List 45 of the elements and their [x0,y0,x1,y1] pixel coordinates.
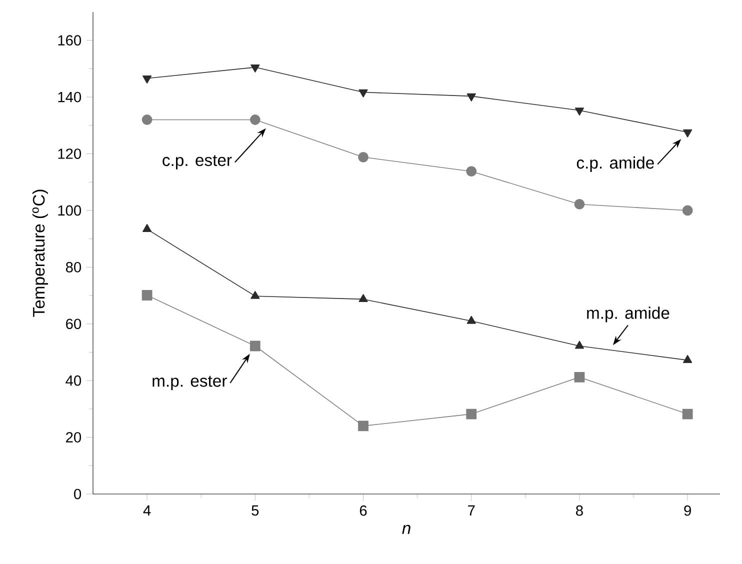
point [358,294,368,302]
point [250,290,260,299]
point [683,354,692,363]
x-tick-label: 5 [252,505,259,516]
point [466,93,476,102]
y-axis-title: Temperature ($^{o}$C) [32,190,48,317]
y-tick-label: 160 [58,35,82,46]
point [466,166,477,177]
x-tick-label: 7 [468,505,475,516]
point [142,290,152,300]
point [142,114,152,125]
x-tick-label: 8 [576,505,583,516]
x-axis-title: n [402,524,410,534]
y-tick-label: 60 [66,318,82,330]
x-tick-label: 4 [143,505,151,516]
y-tick-label: 140 [58,92,82,102]
point [250,114,260,125]
point [358,152,368,162]
y-tick-label: 100 [58,205,82,216]
annotation: m.p. amide [587,306,670,322]
x-tick-label: 9 [684,505,691,516]
point [358,420,368,432]
annotation: c.p. ester [162,155,232,170]
x-tick-label: 6 [360,505,367,516]
y-tick-label: 0 [74,488,82,500]
point [574,372,585,382]
point [682,408,693,420]
y-tick-label: 40 [66,375,82,386]
point [683,129,692,138]
point [574,340,584,349]
point [466,408,477,420]
y-tick-label: 80 [66,262,82,272]
y-tick-label: 20 [66,432,82,442]
point [250,64,260,72]
annotation: m.p. ester [152,376,227,390]
point [358,89,368,98]
y-tick-label: 120 [58,148,82,159]
point [682,205,693,216]
annotation: c.p. amide [576,156,654,172]
point [250,340,260,352]
point [574,199,585,210]
point [574,108,584,116]
point [466,316,476,324]
point [142,76,152,84]
point [142,224,152,232]
